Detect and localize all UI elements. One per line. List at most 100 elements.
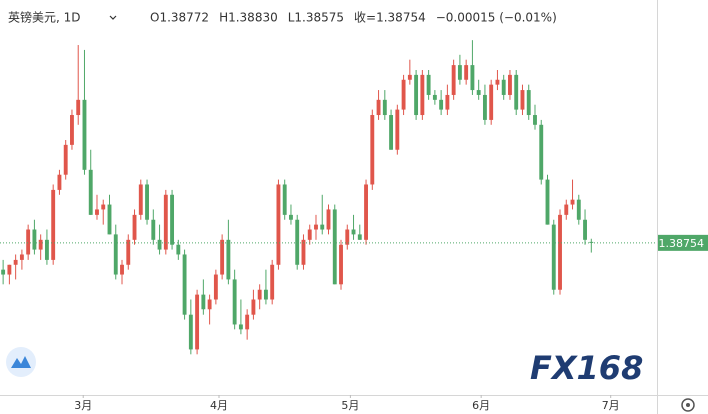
candle-body — [370, 115, 375, 185]
candle-body — [320, 224, 325, 230]
candle-body — [439, 99, 444, 110]
candle-body — [176, 244, 181, 255]
candle-body — [276, 184, 281, 265]
header-item: L1.38575 — [288, 11, 344, 25]
candle-body — [551, 224, 556, 290]
watermark: FX168 — [530, 349, 643, 387]
candle-body — [495, 79, 500, 85]
candle-body — [526, 90, 531, 116]
candle-body — [432, 94, 437, 100]
header-item: H1.38830 — [219, 11, 278, 25]
candle-body — [19, 254, 24, 260]
candle-body — [245, 314, 250, 330]
candle-body — [395, 109, 400, 150]
candle-body — [476, 90, 481, 95]
candle-body — [426, 74, 431, 95]
x-tick-label: 7月 — [602, 399, 620, 412]
candle-body — [451, 65, 456, 95]
candle-body — [63, 144, 68, 175]
candle-body — [207, 299, 212, 310]
candle-body — [339, 244, 343, 285]
candle-body — [220, 239, 225, 275]
candle-body — [457, 65, 462, 80]
candle-body — [132, 214, 137, 240]
candle-body — [576, 199, 581, 220]
candle-body — [82, 99, 87, 170]
candle-body — [489, 84, 494, 120]
candle-body — [195, 294, 200, 350]
candle-body — [533, 115, 537, 125]
candle-body — [170, 194, 175, 245]
candle-body — [44, 239, 49, 260]
symbol[interactable]: 英镑美元, 1D — [8, 10, 81, 25]
header-item: O1.38772 — [150, 11, 209, 25]
candle-body — [263, 289, 268, 300]
settings-icon[interactable] — [681, 398, 695, 412]
candle-body — [113, 234, 118, 275]
candle-body — [213, 274, 218, 300]
candle-body — [13, 259, 18, 265]
candle-body — [307, 229, 312, 240]
candle-body — [364, 184, 368, 240]
candle-body — [157, 239, 162, 250]
last-price-label: 1.38754 — [659, 237, 705, 250]
candle-body — [539, 124, 544, 180]
candle-body — [226, 239, 231, 280]
candle-body — [7, 264, 12, 275]
candle-body — [401, 79, 406, 110]
candle-body — [107, 204, 112, 235]
candle-body — [101, 204, 106, 210]
candle-body — [407, 74, 412, 80]
x-tick-label: 6月 — [472, 399, 490, 412]
plot — [1, 40, 594, 355]
candle-body — [289, 214, 293, 220]
last-price-box — [658, 234, 708, 251]
candle-body — [251, 299, 256, 315]
interval-chevron[interactable] — [109, 15, 117, 20]
candle-body — [270, 264, 275, 300]
candle-body — [145, 184, 149, 220]
candle-body — [570, 199, 575, 205]
candle-body — [514, 74, 519, 110]
candle-body — [32, 229, 37, 250]
candle-body — [470, 65, 475, 91]
candle-body — [382, 99, 387, 116]
candle-body — [464, 65, 469, 80]
candle-body — [76, 99, 81, 116]
candle-body — [351, 229, 356, 235]
candle-body — [545, 179, 550, 225]
candle-body — [508, 74, 512, 95]
candle-body — [182, 254, 187, 315]
candle-body — [51, 189, 56, 260]
logo — [6, 347, 36, 377]
candle-body — [88, 169, 93, 215]
candle-body — [138, 184, 143, 215]
candle-body — [583, 219, 587, 240]
candle-body — [282, 184, 287, 215]
candle-body — [232, 279, 237, 325]
candle-body — [445, 94, 450, 110]
candle-body — [314, 224, 318, 230]
candle-body — [332, 209, 337, 285]
candle-body — [126, 239, 131, 265]
candle-body — [389, 115, 394, 150]
candle-body — [1, 269, 6, 275]
candle-body — [482, 94, 487, 120]
x-tick-label: 5月 — [341, 399, 359, 412]
candle-body — [120, 264, 124, 275]
ohlc-header: O1.38772 H1.38830 L1.38575 收=1.38754 −0.0001… — [150, 11, 557, 25]
candle-body — [70, 115, 74, 145]
candle-body — [345, 229, 350, 245]
candle-body — [163, 194, 168, 250]
candle-body — [326, 209, 331, 230]
candle-body — [301, 239, 306, 265]
header-item: 收=1.38754 — [354, 11, 426, 25]
candle-body — [420, 74, 425, 116]
candle-body — [295, 219, 300, 265]
candle-body — [38, 239, 43, 250]
candle-body — [501, 79, 506, 95]
x-tick-label: 3月 — [74, 399, 92, 412]
candle-body — [188, 314, 193, 350]
